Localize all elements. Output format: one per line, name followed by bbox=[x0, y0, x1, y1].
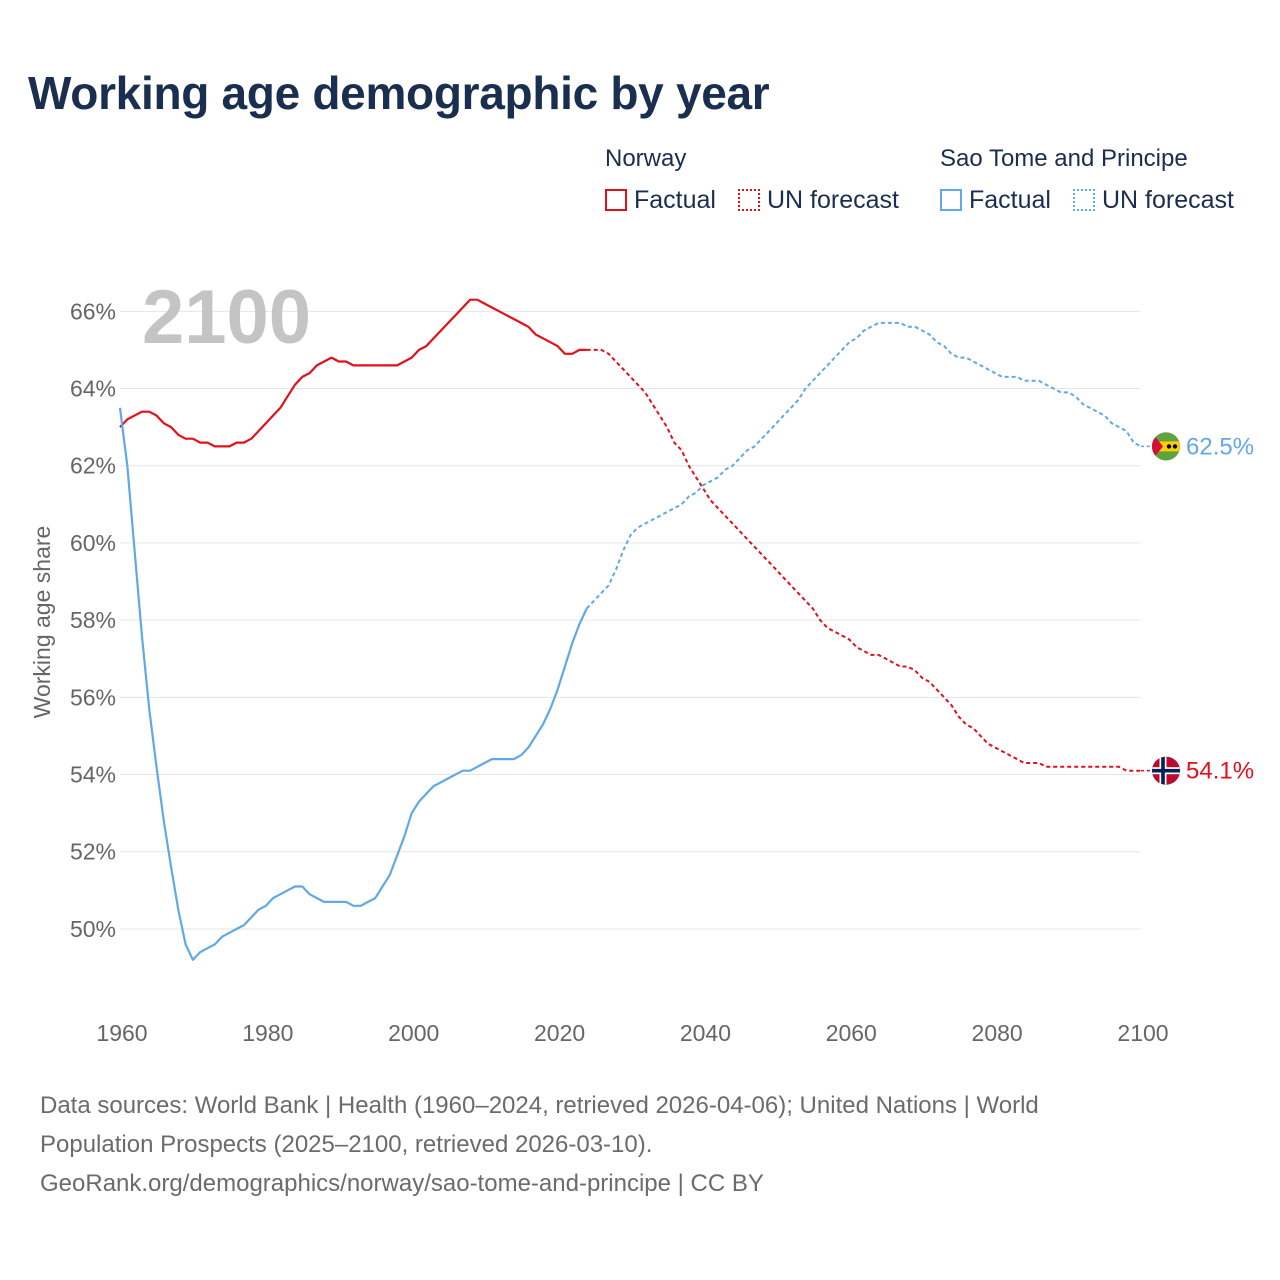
year-watermark: 2100 bbox=[142, 275, 311, 360]
legend-stp-forecast[interactable]: UN forecast bbox=[1073, 185, 1234, 215]
stp-end-value-label: 62.5% bbox=[1186, 433, 1254, 460]
y-tick-label: 54% bbox=[70, 762, 116, 788]
y-axis-label: Working age share bbox=[29, 526, 55, 719]
x-tick-label: 2080 bbox=[972, 1020, 1023, 1046]
line-chart: 50% 52% 54% 56% 58% 60% 62% 64% 66% 1960 1980 2000 2… bbox=[29, 275, 1254, 1046]
footer-sources: Data sources: World Bank | Health (1960–… bbox=[40, 1086, 1240, 1203]
norway-end-value-label: 54.1% bbox=[1186, 758, 1254, 785]
footer-line-3[interactable]: GeoRank.org/demographics/norway/sao-tome… bbox=[40, 1170, 764, 1197]
y-tick-label: 56% bbox=[70, 684, 116, 710]
y-tick-label: 52% bbox=[70, 839, 116, 865]
x-tick-label: 1980 bbox=[242, 1020, 293, 1046]
x-tick-label: 2020 bbox=[534, 1020, 585, 1046]
norway-forecast-line bbox=[586, 348, 1141, 772]
footer-line-2: Population Prospects (2025–2100, retriev… bbox=[40, 1131, 653, 1158]
legend-swatch-norway-forecast bbox=[738, 189, 760, 211]
y-tick-label: 50% bbox=[70, 916, 116, 942]
stp-factual-line bbox=[118, 407, 588, 961]
norway-flag-icon bbox=[1151, 756, 1181, 786]
x-tick-label: 2000 bbox=[388, 1020, 439, 1046]
legend-label-norway-factual: Factual bbox=[634, 185, 716, 214]
stp-forecast-line bbox=[585, 321, 1142, 610]
x-tick-label: 1960 bbox=[96, 1020, 147, 1046]
norway-factual-line bbox=[119, 298, 587, 448]
legend-swatch-stp-forecast bbox=[1073, 189, 1095, 211]
y-tick-label: 58% bbox=[70, 607, 116, 633]
y-tick-label: 66% bbox=[70, 298, 116, 324]
x-tick-label: 2100 bbox=[1117, 1020, 1168, 1046]
chart-title: Working age demographic by year bbox=[28, 67, 770, 119]
legend-stp-factual[interactable]: Factual bbox=[940, 185, 1051, 215]
legend-label-norway-forecast: UN forecast bbox=[767, 185, 899, 214]
y-tick-label: 64% bbox=[70, 376, 116, 402]
y-tick-label: 60% bbox=[70, 530, 116, 556]
legend-swatch-norway-factual bbox=[605, 189, 627, 211]
x-tick-label: 2060 bbox=[826, 1020, 877, 1046]
x-tick-label: 2040 bbox=[680, 1020, 731, 1046]
legend-title-stp: Sao Tome and Principe bbox=[940, 145, 1188, 172]
legend-swatch-stp-factual bbox=[940, 189, 962, 211]
legend-label-stp-forecast: UN forecast bbox=[1102, 185, 1234, 214]
legend-label-stp-factual: Factual bbox=[969, 185, 1051, 214]
footer-line-1: Data sources: World Bank | Health (1960–… bbox=[40, 1092, 1039, 1119]
sao-tome-flag-icon bbox=[1151, 431, 1181, 461]
legend-title-norway: Norway bbox=[605, 145, 687, 172]
legend-norway-factual[interactable]: Factual bbox=[605, 185, 716, 215]
legend-norway-forecast[interactable]: UN forecast bbox=[738, 185, 899, 215]
y-tick-label: 62% bbox=[70, 453, 116, 479]
